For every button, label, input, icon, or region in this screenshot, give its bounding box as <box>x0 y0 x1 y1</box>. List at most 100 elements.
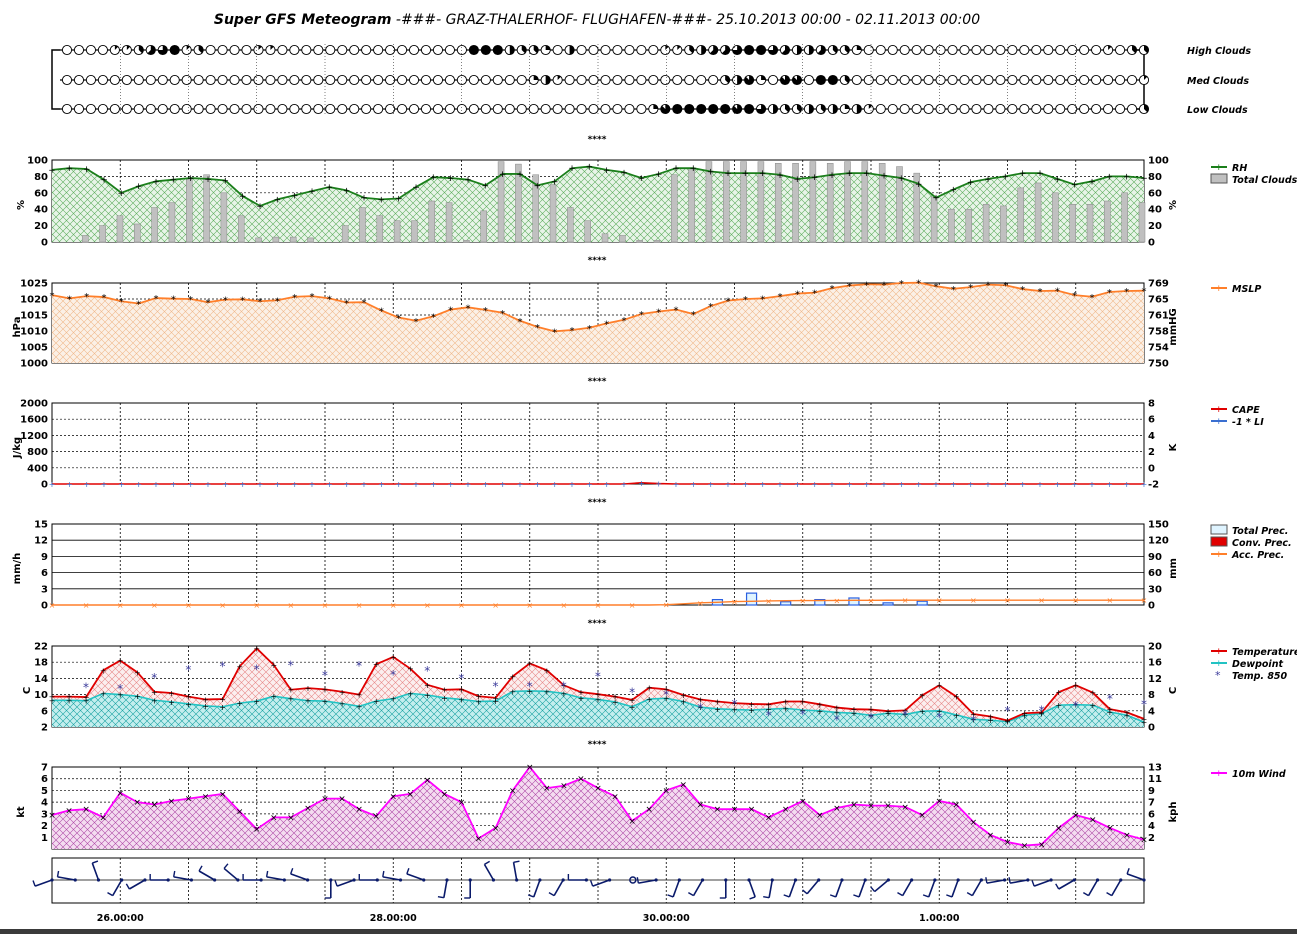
wind-barb <box>835 879 843 898</box>
cloud-symbol <box>516 103 527 115</box>
cape-point: + <box>586 480 593 489</box>
wind-barb-base <box>933 878 937 882</box>
cape-point: + <box>707 480 714 489</box>
temp-right-tick: 4 <box>1148 706 1155 717</box>
rh-point: + <box>326 183 334 193</box>
wind-barb <box>128 879 146 890</box>
acc-precip-point: × <box>526 601 533 610</box>
total-clouds-bar <box>1138 202 1146 243</box>
acc-precip-point: × <box>219 601 226 610</box>
wind-barb <box>57 876 76 881</box>
separator-5: **** <box>588 619 607 629</box>
cloud-symbol <box>301 103 312 115</box>
dewpoint-point: + <box>373 697 380 706</box>
wind-point: × <box>82 805 90 815</box>
precip-right-tick: 150 <box>1148 520 1169 531</box>
cloud-fill <box>832 104 838 114</box>
total-clouds-bar <box>601 233 609 243</box>
wind-point: × <box>867 802 875 812</box>
cloud-symbol <box>85 44 96 56</box>
cloud-fill <box>677 45 681 50</box>
wind-barb-base <box>700 878 705 882</box>
acc-precip-point: × <box>765 597 772 606</box>
wind-left-tick: 5 <box>41 786 48 797</box>
temp-right-tick: 16 <box>1148 658 1162 669</box>
dewpoint-point: + <box>270 692 277 701</box>
wind-barb-flag <box>1106 891 1113 897</box>
dewpoint-point: + <box>543 687 550 696</box>
cloud-symbol <box>899 103 910 115</box>
cape-point: + <box>274 480 281 489</box>
cloud-symbol <box>1126 103 1138 115</box>
cape-point: + <box>101 480 108 489</box>
cape-point: + <box>361 480 368 489</box>
temperature-point: + <box>407 665 414 674</box>
mslp-left-tick: 1015 <box>20 311 48 322</box>
total-clouds-bar <box>809 161 817 243</box>
wind-barb-flag <box>382 870 385 877</box>
cape-point: + <box>187 480 194 489</box>
cloud-symbol <box>289 103 300 115</box>
cloud-symbol <box>361 103 372 115</box>
mslp-point: * <box>1090 293 1095 304</box>
total-clouds-bar <box>237 215 245 243</box>
dewpoint-point: + <box>288 695 295 704</box>
rh-point: + <box>118 189 126 199</box>
total-clouds-bar <box>134 223 141 243</box>
cloud-fill <box>744 75 754 85</box>
x-axis-label: 26.00:00 <box>97 913 144 924</box>
cloud-symbol <box>385 74 396 86</box>
total-precip-bar <box>814 598 826 606</box>
cape-point: + <box>759 480 766 489</box>
cloud-symbol <box>73 44 85 56</box>
cape-point: + <box>66 480 73 489</box>
temperature-point: + <box>629 696 636 705</box>
cape-point: + <box>933 480 940 489</box>
temperature-point: + <box>970 710 977 719</box>
cloud-symbol <box>875 44 886 56</box>
rh-point: + <box>464 176 472 186</box>
mslp-area <box>52 282 1144 363</box>
total-clouds-bar <box>186 179 193 243</box>
cloud-symbol <box>133 103 144 115</box>
wind-point: × <box>151 800 159 810</box>
temperature-point: + <box>868 706 875 715</box>
cloud-symbol <box>145 74 156 86</box>
wind-point: × <box>526 763 534 773</box>
temperature-point: + <box>509 672 516 681</box>
rh-point: + <box>48 166 56 176</box>
dewpoint-line <box>52 690 1145 723</box>
dewpoint-point: + <box>885 709 892 718</box>
mslp-point: * <box>795 290 800 301</box>
total-clouds-bar <box>411 220 418 243</box>
cloud-fill <box>1108 45 1112 50</box>
rh-point: + <box>1140 174 1148 184</box>
mslp-point: * <box>1055 287 1060 298</box>
rh-point: + <box>222 177 230 187</box>
acc-precip-point: × <box>288 601 295 610</box>
wind-barb-flag <box>966 891 973 897</box>
cape-point: + <box>135 480 142 489</box>
wind-barb <box>592 879 610 887</box>
rh-point: + <box>135 182 143 192</box>
wind-barb-base <box>50 878 54 882</box>
wind-left-tick: 4 <box>41 798 48 809</box>
cloud-symbol <box>1055 44 1066 56</box>
rh-point: + <box>846 169 854 179</box>
mslp-point: * <box>500 309 505 320</box>
cloud-symbol <box>361 44 372 56</box>
acc-precip-point: × <box>697 599 704 608</box>
cloud-symbol <box>205 74 216 86</box>
wind-barb-flag <box>32 880 36 887</box>
cloud-fill <box>768 45 778 55</box>
temp-left-tick: 18 <box>34 658 48 669</box>
wind-point: × <box>697 800 705 810</box>
precip-right-tick: 90 <box>1148 552 1162 563</box>
legend-acc-prec-marker: + <box>1215 550 1223 560</box>
temp-left-tick: 2 <box>41 723 48 734</box>
temp850-point: * <box>185 663 191 677</box>
cloud-symbol <box>1043 44 1054 56</box>
mslp-point: * <box>240 295 245 306</box>
rh-point: + <box>516 170 524 180</box>
cape-point: + <box>118 480 125 489</box>
